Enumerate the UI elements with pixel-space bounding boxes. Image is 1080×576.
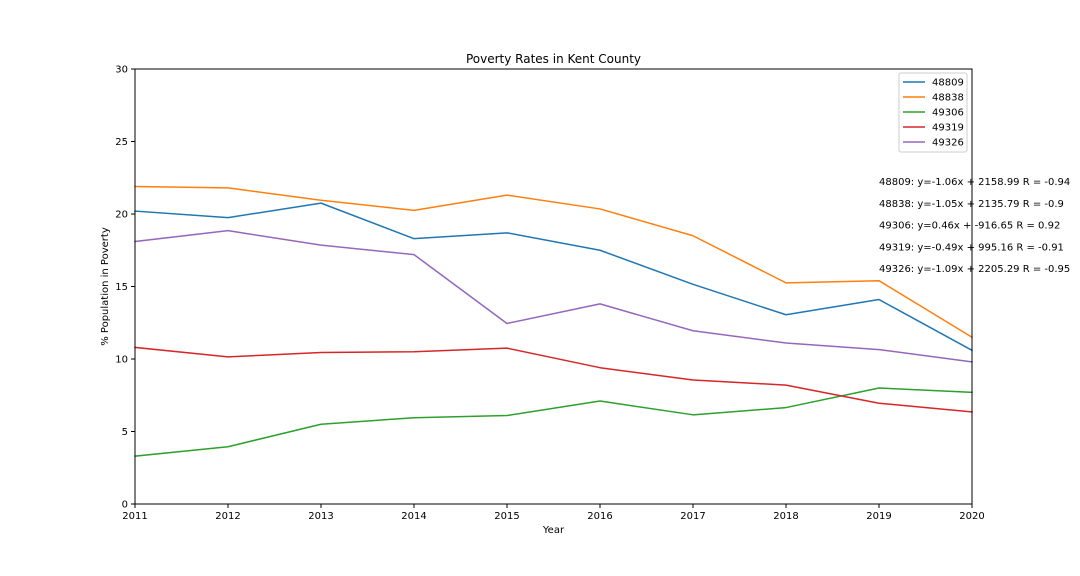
y-tick-label: 20	[115, 210, 128, 221]
y-axis-label: % Population in Poverty	[100, 227, 111, 346]
y-tick-label: 0	[122, 500, 128, 511]
regression-annotation: 48838: y=-1.05x + 2135.79 R = -0.9	[879, 199, 1064, 210]
y-tick-label: 15	[115, 282, 128, 293]
regression-annotation: 49319: y=-0.49x + 995.16 R = -0.91	[879, 242, 1064, 253]
series-group	[134, 185, 974, 457]
regression-annotation: 49326: y=-1.09x + 2205.29 R = -0.95	[879, 264, 1070, 275]
y-tick-label: 10	[115, 355, 128, 366]
x-tick-label: 2018	[773, 511, 798, 522]
series-line-49326	[134, 229, 973, 363]
legend: 48809 48838 49306 49319 49326	[898, 72, 968, 153]
x-tick-label: 2011	[122, 511, 147, 522]
regression-annotation: 48809: y=-1.06x + 2158.99 R = -0.94	[879, 177, 1070, 188]
legend-label-48809: 48809	[932, 78, 964, 89]
regression-annotations: 48809: y=-1.06x + 2158.99 R = -0.94 48838…	[879, 177, 1070, 275]
legend-box	[898, 72, 968, 153]
series-line-48838	[134, 185, 974, 339]
x-tick-label: 2014	[401, 511, 426, 522]
legend-label-49306: 49306	[932, 108, 964, 119]
legend-label-49326: 49326	[932, 138, 964, 149]
x-tick-label: 2017	[680, 511, 705, 522]
x-tick-label: 2019	[866, 511, 891, 522]
y-axis: 0 5 10 15 20 25 30	[115, 65, 135, 511]
x-tick-label: 2012	[215, 511, 240, 522]
regression-annotation: 49306: y=0.46x + -916.65 R = 0.92	[879, 221, 1060, 232]
series-line-49306	[134, 387, 973, 457]
legend-label-48838: 48838	[932, 93, 964, 104]
x-axis: 2011 2012 2013 2014 2015 2016 2017 2018 2019 2020	[122, 504, 985, 522]
x-tick-label: 2013	[308, 511, 333, 522]
plot-area	[134, 68, 974, 505]
series-line-48809	[134, 202, 974, 352]
series-line-49319	[134, 346, 973, 413]
chart-title: Poverty Rates in Kent County	[466, 52, 641, 66]
y-tick-label: 25	[115, 137, 128, 148]
x-tick-label: 2016	[587, 511, 612, 522]
x-tick-label: 2015	[494, 511, 519, 522]
y-tick-label: 5	[122, 427, 128, 438]
x-tick-label: 2020	[959, 511, 984, 522]
y-tick-label: 30	[115, 65, 128, 76]
x-axis-label: Year	[542, 525, 565, 536]
legend-label-49319: 49319	[932, 123, 964, 134]
